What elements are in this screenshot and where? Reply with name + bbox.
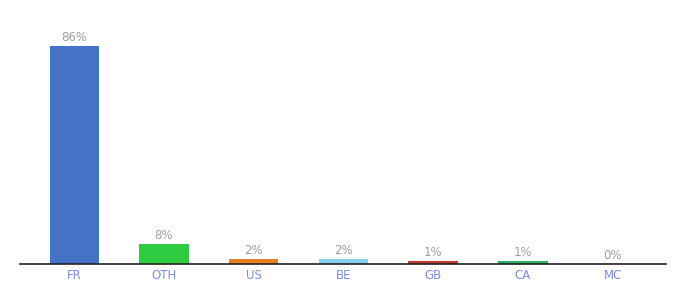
Bar <box>229 259 278 264</box>
Bar <box>139 244 188 264</box>
Text: 2%: 2% <box>244 244 263 257</box>
Bar <box>498 262 547 264</box>
Text: 0%: 0% <box>603 249 622 262</box>
Bar <box>50 46 99 264</box>
Text: 1%: 1% <box>513 246 532 260</box>
Text: 1%: 1% <box>424 246 443 260</box>
Text: 2%: 2% <box>334 244 353 257</box>
Bar <box>409 262 458 264</box>
Bar <box>319 259 368 264</box>
Text: 86%: 86% <box>61 31 87 44</box>
Text: 8%: 8% <box>155 229 173 242</box>
